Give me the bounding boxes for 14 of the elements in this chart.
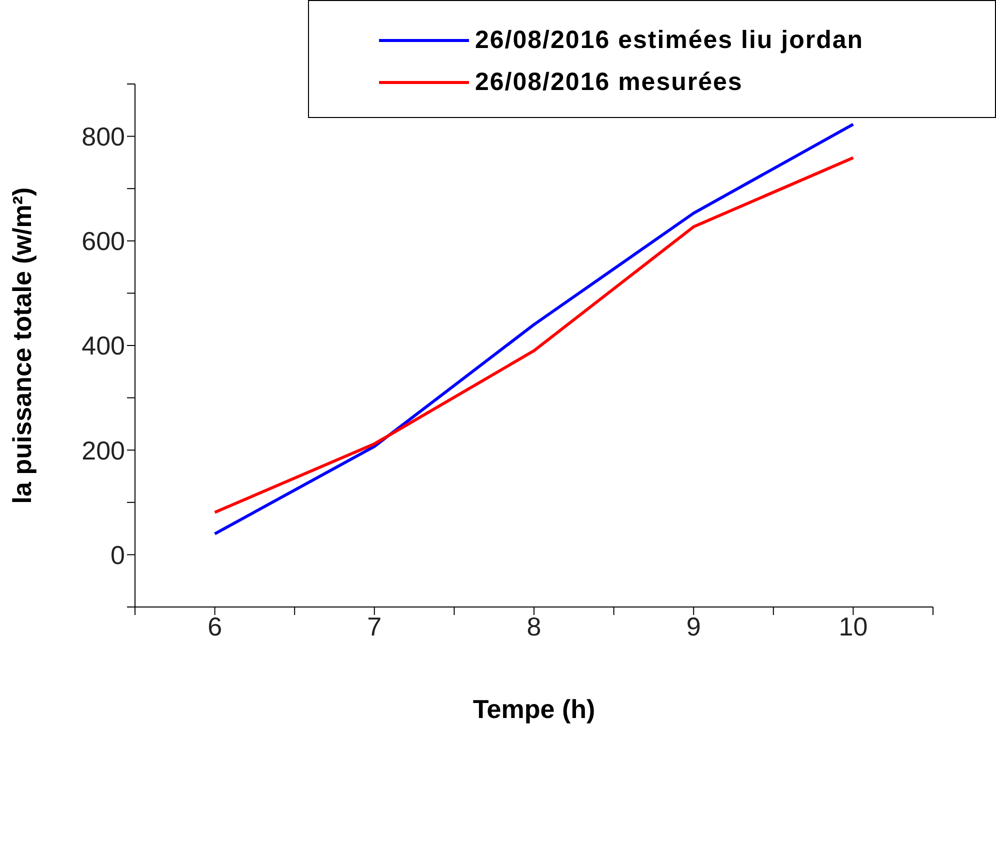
legend-label: 26/08/2016 estimées liu jordan [475,26,864,54]
y-tick-label: 600 [82,226,125,256]
y-tick-label: 200 [82,435,125,466]
x-tick-label: 6 [208,611,222,642]
x-tick-label: 7 [367,611,382,642]
legend-label: 26/08/2016 mesurées [475,68,743,96]
y-tick-label: 0 [110,540,125,570]
y-axis-title: la puissance totale (w/m²) [7,187,38,504]
y-tick-label: 400 [82,330,125,361]
x-tick-label: 8 [526,611,542,642]
x-axis-title: Tempe (h) [472,694,596,724]
y-tick-label: 800 [82,122,125,152]
x-tick-label: 9 [686,611,701,642]
x-tick-label: 10 [838,611,868,642]
